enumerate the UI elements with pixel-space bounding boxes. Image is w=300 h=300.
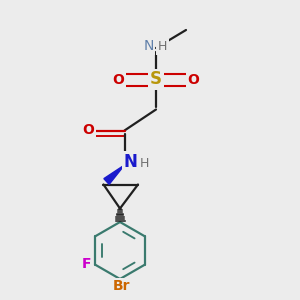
Text: F: F <box>82 257 92 271</box>
Text: H: H <box>140 157 150 170</box>
Text: N: N <box>124 153 137 171</box>
Text: S: S <box>150 70 162 88</box>
Text: H: H <box>158 40 167 53</box>
Text: O: O <box>82 123 94 136</box>
Text: Br: Br <box>113 280 130 293</box>
Polygon shape <box>104 165 124 184</box>
Text: O: O <box>188 73 200 86</box>
Text: O: O <box>112 73 124 86</box>
Text: N: N <box>143 40 154 53</box>
